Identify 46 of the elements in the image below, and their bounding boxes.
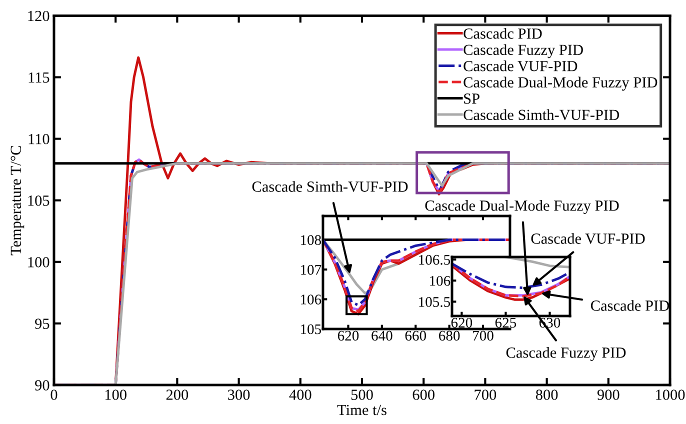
x-tick-label: 620 [451, 318, 472, 328]
y-tick-label: 108 [300, 235, 322, 245]
y-tick-label: 105 [300, 324, 322, 334]
y-tick-label: 120 [28, 10, 50, 22]
y-tick-label: 105.5 [419, 297, 450, 307]
y-tick-label: 106.5 [419, 254, 450, 265]
legend-label: Cascade Fuzzy PID [464, 44, 583, 58]
y-tick-label: 106 [430, 276, 450, 286]
y-tick-label: 95 [35, 318, 50, 329]
x-tick-label: 100 [105, 390, 126, 400]
legend-label: Cascade Simth-VUF-PID [464, 109, 620, 120]
x-tick-label: 400 [289, 390, 312, 400]
y-tick-label: 100 [28, 257, 50, 268]
x-tick-label: 300 [228, 390, 250, 400]
y-tick-label: 90 [35, 380, 50, 390]
line-series [504, 256, 570, 268]
x-tick-label: 680 [439, 330, 460, 341]
annotation: Cascade Fuzzy PID [506, 347, 626, 361]
x-tick-label: 700 [473, 330, 494, 341]
x-tick-label: 900 [597, 390, 620, 400]
legend-label: SP [464, 94, 480, 104]
y-tick-label: 105 [28, 195, 50, 206]
annotation: Cascade Dual-Mode Fuzzy PID [425, 200, 619, 214]
legend-label: Cascade VUF-PID [464, 60, 578, 72]
x-tick-label: 620 [338, 330, 359, 341]
legend-label: Cascade Dual-Mode Fuzzy PID [464, 76, 658, 91]
annotation: Cascade Simth-VUF-PID [252, 181, 408, 192]
y-tick-label: 115 [28, 72, 50, 83]
x-tick-label: 200 [166, 390, 188, 400]
annotation: Cascade VUF-PID [531, 233, 645, 244]
x-tick-label: 1000 [656, 390, 685, 400]
x-tick-label: 625 [495, 318, 516, 328]
x-tick-label: 500 [351, 390, 373, 400]
x-tick-label: 660 [405, 330, 426, 341]
y-tick-label: 106 [300, 294, 322, 304]
x-tick-label: 640 [372, 330, 392, 341]
x-axis-title: Time t/s [337, 404, 386, 416]
x-tick-label: 700 [474, 390, 496, 400]
x-tick-label: 800 [536, 390, 558, 400]
legend-label: Cascadc PID [464, 28, 542, 39]
y-tick-label: 110 [28, 134, 50, 144]
x-tick-label: 0 [50, 390, 58, 400]
y-tick-label: 107 [300, 264, 322, 275]
y-axis-title: Temperature T/°C [10, 146, 24, 256]
annotation: Cascade PID [590, 300, 670, 311]
x-tick-label: 600 [412, 390, 434, 400]
